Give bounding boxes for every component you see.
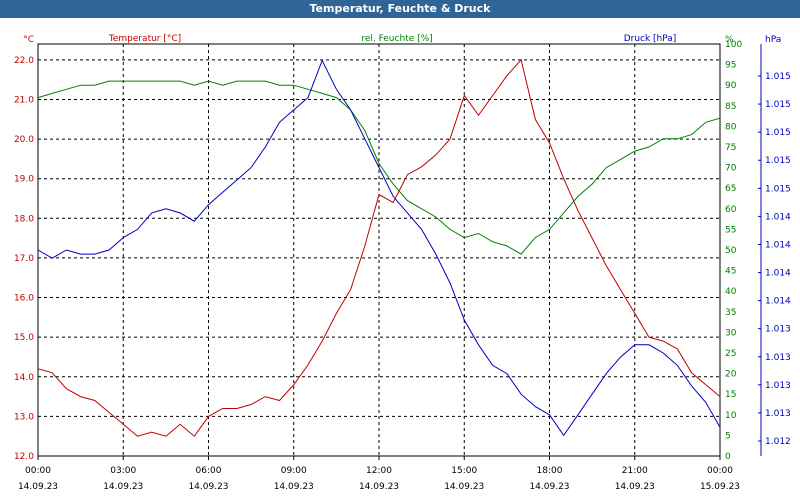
pressure-tick-label: 1.015 [765,184,791,194]
pressure-tick-label: 1.013 [765,353,791,363]
temp-tick-label: 15.0 [14,333,34,343]
x-tick-label-time: 03:00 [110,466,136,476]
series-line [37,80,721,255]
legend-label: Druck [hPa] [624,34,677,44]
temp-tick-label: 19.0 [14,175,34,185]
hum-tick-label: 70 [725,164,737,174]
x-tick-label-time: 21:00 [622,466,648,476]
temp-axis-unit: °C [23,35,34,45]
hum-axis-unit: % [725,35,734,45]
hum-tick-label: 40 [725,287,737,297]
temp-tick-label: 18.0 [14,214,34,224]
hum-tick-label: 60 [725,205,737,215]
legend-label: Temperatur [°C] [108,34,181,44]
hum-tick-label: 85 [725,102,736,112]
series-line [37,59,721,437]
hum-tick-label: 45 [725,267,736,277]
hum-tick-label: 65 [725,184,736,194]
x-tick-label-time: 00:00 [25,466,51,476]
x-tick-label-time: 18:00 [537,466,563,476]
pressure-tick-label: 1.013 [765,325,791,335]
hum-tick-label: 25 [725,349,736,359]
x-tick-label-time: 06:00 [196,466,222,476]
temp-tick-label: 14.0 [14,373,34,383]
temp-tick-label: 13.0 [14,412,34,422]
pressure-tick-label: 1.012 [765,437,791,447]
temp-tick-label: 22.0 [14,56,34,66]
temp-tick-label: 12.0 [14,452,34,462]
x-tick-label-date: 14.09.23 [359,482,399,492]
pressure-tick-label: 1.015 [765,100,791,110]
temp-tick-label: 20.0 [14,135,34,145]
pressure-tick-label: 1.015 [765,72,791,82]
hum-tick-label: 10 [725,411,737,421]
hum-tick-label: 95 [725,61,736,71]
pressure-axis-unit: hPa [765,35,781,45]
hum-tick-label: 5 [725,431,731,441]
pressure-tick-label: 1.015 [765,128,791,138]
pressure-tick-label: 1.014 [765,297,791,307]
series-line [37,58,721,437]
pressure-tick-label: 1.015 [765,156,791,166]
pressure-tick-label: 1.014 [765,269,791,279]
legend-label: rel. Feuchte [%] [361,34,432,44]
x-tick-label-date: 14.09.23 [529,482,569,492]
temp-tick-label: 16.0 [14,294,34,304]
x-tick-label-time: 00:00 [707,466,733,476]
hum-tick-label: 55 [725,225,736,235]
chart-title: Temperatur, Feuchte & Druck [0,0,800,18]
x-tick-label-date: 14.09.23 [188,482,228,492]
hum-tick-label: 30 [725,328,737,338]
x-tick-label-date: 14.09.23 [103,482,143,492]
chart-svg: 00:00 14.09.23 03:00 14.09.23 06:00 14.09.23 0… [14,34,791,492]
hum-tick-label: 50 [725,246,737,256]
hum-tick-label: 0 [725,452,731,462]
x-tick-label-time: 15:00 [451,466,477,476]
x-tick-label-date: 15.09.23 [700,482,740,492]
hum-tick-label: 20 [725,370,737,380]
temp-tick-label: 21.0 [14,95,34,105]
x-tick-label-time: 12:00 [366,466,392,476]
x-tick-label-date: 14.09.23 [615,482,655,492]
hum-tick-label: 90 [725,81,737,91]
hum-tick-label: 15 [725,390,736,400]
x-tick-label-time: 09:00 [281,466,307,476]
x-tick-label-date: 14.09.23 [444,482,484,492]
x-tick-label-date: 14.09.23 [18,482,58,492]
temp-tick-label: 17.0 [14,254,34,264]
pressure-tick-label: 1.014 [765,240,791,250]
hum-tick-label: 100 [725,40,742,50]
pressure-tick-label: 1.014 [765,212,791,222]
hum-tick-label: 35 [725,308,736,318]
x-tick-label-date: 14.09.23 [274,482,314,492]
pressure-tick-label: 1.013 [765,381,791,391]
pressure-tick-label: 1.013 [765,409,791,419]
hum-tick-label: 75 [725,143,736,153]
hum-tick-label: 80 [725,122,737,132]
